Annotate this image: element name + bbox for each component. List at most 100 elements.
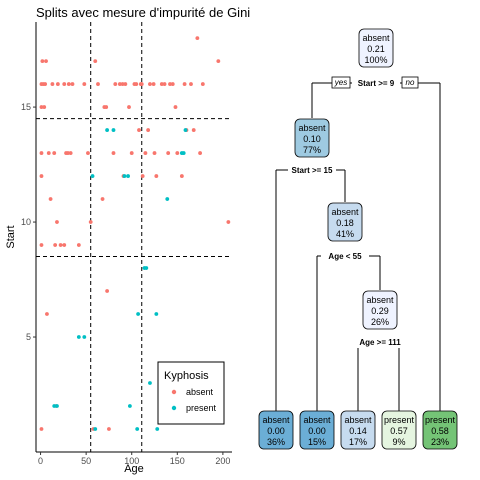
tree-node-3-pct: 26% <box>371 317 389 327</box>
scatter-point-present <box>127 404 132 408</box>
scatter-point-present <box>135 427 140 431</box>
scatter-point-absent <box>111 151 116 155</box>
no-tag-box <box>401 76 419 89</box>
scatter-point-present <box>165 197 170 201</box>
legend-label-absent: absent <box>186 387 214 397</box>
scatter-point-absent <box>39 243 44 247</box>
scatter-point-present <box>93 427 98 431</box>
x-tick-label: 0 <box>38 456 43 466</box>
scatter-point-present <box>122 174 127 178</box>
scatter-point-present <box>76 335 81 339</box>
split-lines <box>36 22 232 452</box>
scatter-point-absent <box>226 220 231 224</box>
scatter-point-absent <box>70 82 75 86</box>
scatter-point-absent <box>58 243 63 247</box>
tree-leaf-3-class: present <box>384 415 415 425</box>
scatter-point-absent <box>175 151 180 155</box>
scatter-point-absent <box>168 82 172 86</box>
split-label-1: Start >= 15 <box>292 166 333 175</box>
scatter-point-present <box>136 312 141 316</box>
tree-node-3-prob: 0.29 <box>371 306 389 316</box>
yes-tag-box <box>331 76 351 89</box>
scatter-point-absent <box>137 128 141 132</box>
legend-key-absent <box>171 389 177 395</box>
scatter-point-absent <box>120 82 125 86</box>
scatter-point-present <box>82 335 87 339</box>
scatter-point-present <box>55 404 59 408</box>
scatter-point-absent <box>39 174 44 178</box>
scatter-point-absent <box>62 243 67 247</box>
scatter-point-absent <box>117 82 122 86</box>
scatter-point-absent <box>44 59 48 63</box>
tree-node-1-box <box>294 118 330 158</box>
scatter-point-absent <box>96 82 100 86</box>
tree-leaf-3-prob: 0.57 <box>390 426 408 436</box>
scatter-point-absent <box>216 59 221 63</box>
scatter-point-absent <box>195 36 200 40</box>
split-label-bg <box>352 78 400 89</box>
scatter-point-absent <box>123 82 128 86</box>
tree-node-0-prob: 0.21 <box>367 44 385 54</box>
legend-box <box>157 361 225 425</box>
scatter-point-absent <box>151 82 156 86</box>
y-axis-title: Start <box>5 225 17 248</box>
tree-node-2-prob: 0.18 <box>336 218 354 228</box>
tree-leaf-0-class: absent <box>262 415 290 425</box>
tree-nodes: absent0.21100%absent0.1077%absent0.1841%… <box>258 28 458 450</box>
split-label-0: Start >= 9 <box>358 79 395 88</box>
tree-leaf-4-class: present <box>425 415 456 425</box>
tree-leaf-0-prob: 0.00 <box>267 426 285 436</box>
tree-node-2-pct: 41% <box>336 229 354 239</box>
scatter-point-absent <box>39 427 44 431</box>
scatter-point-absent <box>143 151 148 155</box>
scatter-point-absent <box>50 82 55 86</box>
split-label-2: Age < 55 <box>328 252 362 261</box>
split-label-bg <box>288 165 336 176</box>
tree-leaf-0-box <box>258 410 294 450</box>
scatter-point-absent <box>182 82 187 86</box>
x-tick-label: 200 <box>215 456 230 466</box>
scatter-point-absent <box>76 243 81 247</box>
scatter-point-absent <box>139 82 144 86</box>
tree-node-2-class: absent <box>331 207 359 217</box>
scatter-point-present <box>126 174 130 178</box>
scatter-point-absent <box>107 427 111 431</box>
y-tick-label: 15 <box>21 102 31 112</box>
y-tick-label: 10 <box>21 217 31 227</box>
tree-leaf-2-pct: 17% <box>349 437 367 447</box>
tree-leaf-2-prob: 0.14 <box>349 426 367 436</box>
scatter-point-absent <box>113 82 118 86</box>
scatter-point-present <box>148 381 152 385</box>
scatter-point-absent <box>86 151 90 155</box>
scatter-point-present <box>52 404 57 408</box>
tree-node-1-prob: 0.10 <box>303 134 321 144</box>
tree-leaf-3-pct: 9% <box>392 437 405 447</box>
decision-tree: absent0.21100%absent0.1077%absent0.1841%… <box>258 28 458 450</box>
scatter-point-absent <box>173 105 178 109</box>
scatter-point-absent <box>45 312 49 316</box>
scatter-point-absent <box>105 289 110 293</box>
tree-node-1-class: absent <box>298 123 326 133</box>
scatter-point-present <box>144 266 149 270</box>
scatter-point-absent <box>82 82 87 86</box>
tree-leaf-1-box <box>299 410 335 450</box>
scatter-point-absent <box>162 82 167 86</box>
scatter-point-absent <box>55 82 60 86</box>
split-label-bg <box>356 337 404 348</box>
split-label-3: Age >= 111 <box>359 338 401 347</box>
scatter-point-present <box>155 427 160 431</box>
scatter-point-absent <box>127 105 131 109</box>
scatter-point-absent <box>66 82 71 86</box>
y-tick-label: 5 <box>26 332 31 342</box>
scatter-point-absent <box>154 174 159 178</box>
scatter-point-absent <box>189 82 193 86</box>
tree-node-1-pct: 77% <box>303 145 321 155</box>
scatter-point-absent <box>43 82 48 86</box>
scatter-point-absent <box>42 105 47 109</box>
